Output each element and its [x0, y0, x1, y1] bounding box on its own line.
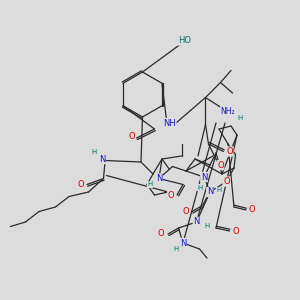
Text: O: O [249, 206, 255, 214]
Text: N: N [201, 172, 207, 182]
Text: O: O [129, 132, 135, 141]
Text: H: H [173, 246, 178, 252]
Text: HO: HO [178, 36, 191, 45]
Text: O: O [183, 207, 189, 216]
Text: H: H [237, 116, 243, 122]
Text: O: O [78, 180, 84, 189]
Text: H: H [204, 224, 210, 230]
Text: O: O [157, 230, 164, 238]
Text: H: H [216, 188, 222, 194]
Text: O: O [223, 177, 230, 186]
Text: NH: NH [163, 118, 176, 127]
Text: N: N [156, 174, 162, 183]
Text: N: N [207, 188, 213, 196]
Text: H: H [197, 184, 202, 190]
Text: H: H [147, 182, 153, 188]
Text: H: H [92, 148, 97, 154]
Text: N: N [99, 154, 105, 164]
Text: N: N [180, 238, 186, 247]
Text: O: O [232, 226, 239, 236]
Text: O: O [226, 147, 233, 156]
Text: NH₂: NH₂ [221, 106, 235, 116]
Text: O: O [168, 190, 174, 200]
Text: O: O [217, 160, 224, 169]
Text: N: N [193, 218, 200, 226]
